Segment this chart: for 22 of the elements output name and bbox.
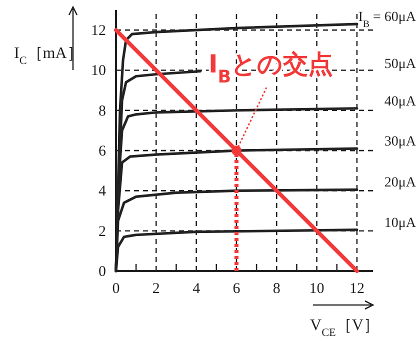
y-tick-label: 10 bbox=[91, 63, 106, 80]
y-tick-label: 8 bbox=[98, 103, 106, 120]
text: 50μA bbox=[384, 57, 417, 72]
x-tick-label: 8 bbox=[272, 281, 280, 297]
x-tick-label: 2 bbox=[152, 281, 160, 297]
series-label: 40μA bbox=[384, 94, 417, 110]
x-tick-label: 6 bbox=[232, 281, 241, 297]
x-tick-label: 10 bbox=[309, 281, 324, 297]
x-axis-title: V$_{CE}$［V］ bbox=[310, 317, 380, 339]
y-tick-label: 4 bbox=[98, 184, 106, 200]
x-tick-label: 12 bbox=[349, 281, 364, 297]
y-tick-label: 6 bbox=[98, 144, 106, 160]
y-axis-title: I$_{C}$［mA］ bbox=[14, 45, 83, 67]
series-label: I$_{B}$ = 60μA bbox=[358, 10, 417, 30]
series-label: 10μA bbox=[384, 216, 417, 231]
y-tick-label: 2 bbox=[98, 224, 106, 240]
series-label: 30μA bbox=[384, 134, 417, 150]
series-label: 20μA bbox=[384, 176, 417, 191]
y-tick-label: 12 bbox=[91, 23, 106, 40]
x-tick-label: 0 bbox=[112, 281, 120, 297]
x-tick-label: 4 bbox=[192, 281, 201, 297]
y-tick-label: 0 bbox=[98, 264, 106, 280]
